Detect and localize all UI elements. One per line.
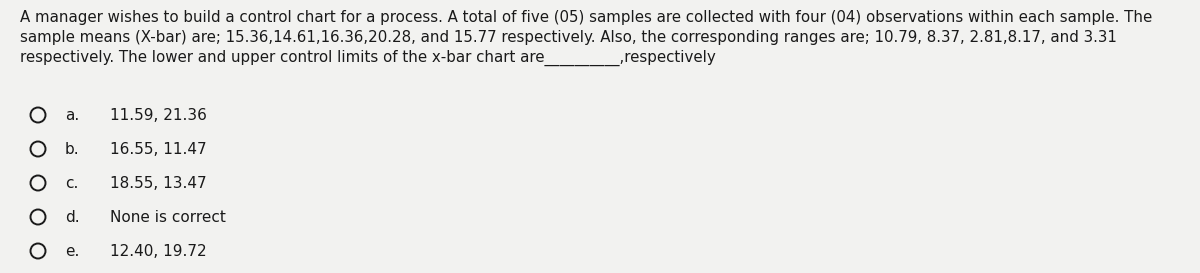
Text: 18.55, 13.47: 18.55, 13.47: [110, 176, 206, 191]
Text: d.: d.: [65, 209, 79, 224]
Text: e.: e.: [65, 244, 79, 259]
Text: A manager wishes to build a control chart for a process. A total of five (05) sa: A manager wishes to build a control char…: [20, 10, 1152, 25]
Text: b.: b.: [65, 141, 79, 156]
Text: c.: c.: [65, 176, 78, 191]
Text: sample means (X-bar) are; 15.36,14.61,16.36,20.28, and 15.77 respectively. Also,: sample means (X-bar) are; 15.36,14.61,16…: [20, 30, 1117, 45]
Circle shape: [30, 141, 46, 156]
Circle shape: [30, 244, 46, 259]
Text: 16.55, 11.47: 16.55, 11.47: [110, 141, 206, 156]
Text: respectively. The lower and upper control limits of the x-bar chart are_________: respectively. The lower and upper contro…: [20, 50, 715, 66]
Circle shape: [30, 209, 46, 224]
Circle shape: [30, 176, 46, 191]
Text: a.: a.: [65, 108, 79, 123]
Text: 11.59, 21.36: 11.59, 21.36: [110, 108, 206, 123]
Circle shape: [30, 108, 46, 123]
Text: None is correct: None is correct: [110, 209, 226, 224]
Text: 12.40, 19.72: 12.40, 19.72: [110, 244, 206, 259]
